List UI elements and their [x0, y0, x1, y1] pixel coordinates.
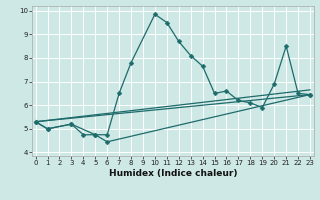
X-axis label: Humidex (Indice chaleur): Humidex (Indice chaleur)	[108, 169, 237, 178]
